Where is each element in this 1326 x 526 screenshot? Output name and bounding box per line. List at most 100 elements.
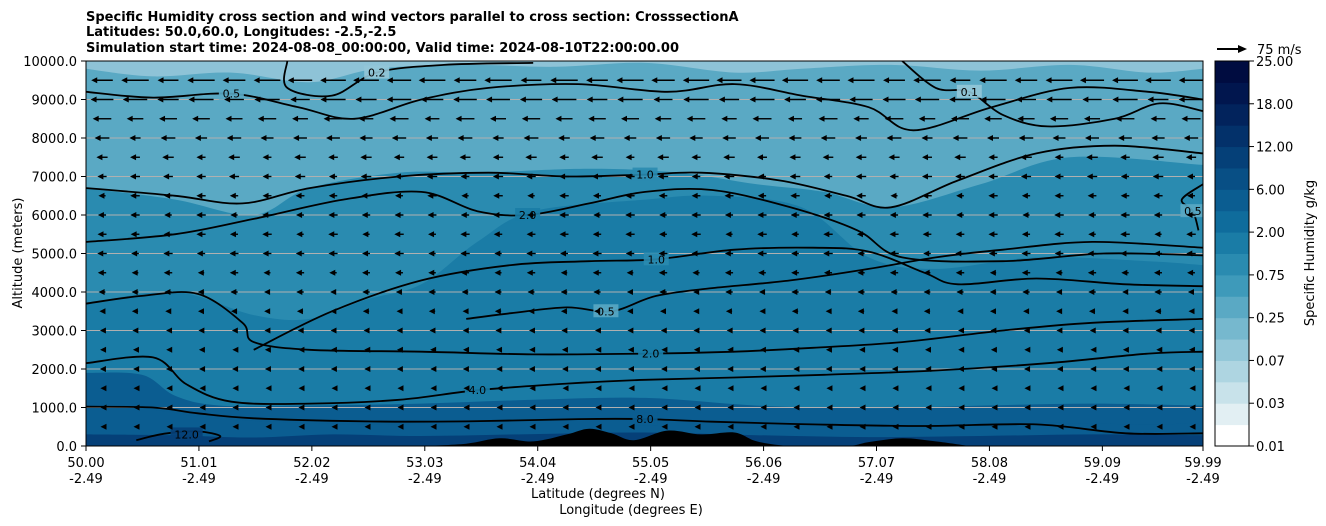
wind-arrow xyxy=(1089,327,1096,334)
wind-arrow xyxy=(822,154,834,161)
wind-arrow xyxy=(162,154,174,161)
wind-arrow xyxy=(494,269,502,276)
wind-arrow xyxy=(196,231,206,238)
wind-arrow xyxy=(1086,154,1098,161)
wind-arrow xyxy=(856,212,866,218)
wind-arrow xyxy=(133,423,140,430)
wind-arrow xyxy=(1186,212,1196,218)
wind-arrow xyxy=(627,308,634,315)
wind-arrow xyxy=(328,231,338,238)
wind-arrow xyxy=(1189,385,1196,392)
wind-arrow xyxy=(1120,154,1130,161)
wind-arrow xyxy=(990,346,997,353)
colorbar-segment xyxy=(1215,210,1249,233)
wind-arrow xyxy=(396,308,403,315)
wind-arrow xyxy=(991,404,998,411)
contour-label: 2.0 xyxy=(519,209,537,222)
wind-arrow xyxy=(592,269,602,276)
wind-arrow xyxy=(593,289,601,295)
wind-arrow xyxy=(725,308,733,315)
wind-arrow xyxy=(855,173,867,180)
wind-arrow xyxy=(1022,212,1030,218)
wind-arrow xyxy=(562,404,569,411)
wind-arrow xyxy=(723,173,735,180)
wind-arrow xyxy=(859,385,866,392)
wind-arrow xyxy=(949,96,971,103)
colorbar-tick-label: 25.00 xyxy=(1256,55,1293,70)
wind-arrow xyxy=(958,346,965,353)
wind-arrow xyxy=(592,231,602,238)
wind-arrow xyxy=(693,308,700,315)
wind-arrow xyxy=(1122,308,1129,315)
wind-arrow xyxy=(988,154,998,161)
contour-label: 0.5 xyxy=(223,88,241,101)
wind-arrow xyxy=(394,250,404,257)
wind-arrow xyxy=(296,308,304,315)
wind-arrow xyxy=(265,423,272,430)
wind-arrow xyxy=(199,423,206,430)
wind-arrow xyxy=(229,231,239,238)
wind-arrow xyxy=(754,135,770,141)
wind-arrow xyxy=(727,404,734,411)
wind-arrow xyxy=(682,77,710,84)
wind-arrow xyxy=(1120,231,1130,238)
wind-arrow xyxy=(660,327,667,334)
wind-arrow xyxy=(362,231,370,238)
wind-arrow xyxy=(592,192,602,199)
colorbar-segment xyxy=(1215,167,1249,190)
wind-arrow xyxy=(428,308,436,315)
wind-arrow xyxy=(100,385,107,392)
wind-arrow xyxy=(1153,250,1163,257)
wind-arrow xyxy=(625,154,635,161)
wind-arrow xyxy=(722,135,736,141)
wind-arrow xyxy=(949,77,971,84)
wind-arrow xyxy=(130,173,140,180)
wind-arrow xyxy=(427,192,437,199)
wind-arrow xyxy=(460,250,470,257)
wind-arrow xyxy=(394,231,404,238)
wind-arrow xyxy=(496,423,503,430)
wind-arrow xyxy=(825,346,832,353)
wind-arrow xyxy=(492,173,504,180)
wind-arrow xyxy=(958,404,965,411)
wind-arrow xyxy=(1021,250,1031,257)
wind-arrow xyxy=(980,96,1006,103)
wind-arrow xyxy=(988,173,998,180)
wind-arrow xyxy=(892,346,899,353)
y-tick-label: 6000.0 xyxy=(32,209,78,224)
wind-arrow xyxy=(460,269,470,276)
wind-arrow xyxy=(359,135,373,141)
wind-arrow xyxy=(853,115,869,122)
wind-arrow xyxy=(628,385,635,392)
wind-arrow xyxy=(792,327,799,334)
wind-arrow xyxy=(197,308,205,315)
wind-arrow xyxy=(496,404,503,411)
wind-arrow xyxy=(232,366,239,372)
wind-arrow xyxy=(855,135,867,141)
wind-arrow xyxy=(529,385,536,392)
wind-arrow xyxy=(100,423,107,430)
wind-arrow xyxy=(453,77,477,84)
wind-arrow xyxy=(122,96,148,103)
wind-arrow xyxy=(528,308,535,315)
x-tick-label-lat: 55.05 xyxy=(632,456,669,471)
wind-arrow xyxy=(130,231,140,238)
wind-arrow xyxy=(197,269,205,276)
colorbar-frame xyxy=(1214,60,1250,447)
contour-line xyxy=(86,350,1203,405)
wind-arrow xyxy=(397,385,404,392)
wind-arrow xyxy=(561,327,568,334)
wind-arrow xyxy=(1056,308,1063,315)
wind-arrow xyxy=(1122,366,1129,372)
wind-arrow xyxy=(988,231,998,238)
wind-arrow xyxy=(262,173,272,180)
wind-arrow xyxy=(426,154,438,161)
wind-arrow xyxy=(320,96,346,103)
wind-arrow xyxy=(232,346,239,353)
wind-arrow xyxy=(287,77,313,84)
wind-arrow xyxy=(781,77,809,84)
contour-label: 0.2 xyxy=(368,67,386,80)
wind-arrow xyxy=(658,250,668,257)
wind-arrow xyxy=(397,423,404,430)
wind-arrow xyxy=(298,423,305,430)
